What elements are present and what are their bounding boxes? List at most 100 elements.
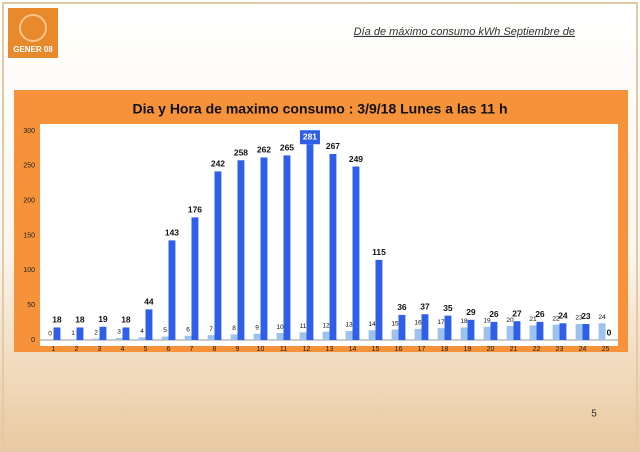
value-label: 0	[48, 331, 52, 338]
bar	[53, 327, 61, 340]
value-label: 36	[397, 302, 407, 312]
x-tick-label: 10	[257, 346, 265, 353]
x-tick-label: 14	[349, 346, 357, 353]
value-label: 20	[506, 317, 514, 324]
page-number: 5	[591, 409, 597, 420]
bar	[375, 259, 383, 340]
value-label: 2	[94, 329, 98, 336]
bar	[513, 321, 521, 340]
value-label: 35	[443, 303, 453, 313]
value-label: 26	[535, 309, 545, 319]
value-label: 115	[372, 247, 386, 257]
y-tick-label: 200	[23, 198, 35, 205]
value-label: 23	[581, 311, 591, 321]
value-label: 5	[163, 327, 167, 334]
bar	[391, 329, 399, 340]
x-tick-label: 9	[236, 346, 240, 353]
value-label: 22	[552, 315, 560, 322]
bar	[161, 336, 169, 340]
bar	[168, 240, 176, 340]
x-tick-label: 20	[487, 346, 495, 353]
x-tick-label: 21	[510, 346, 518, 353]
bar	[260, 157, 268, 340]
value-label: 265	[280, 143, 294, 153]
bar	[306, 144, 314, 340]
bar	[191, 217, 199, 340]
bar	[207, 335, 215, 340]
x-tick-label: 22	[533, 346, 541, 353]
value-label-highlight	[299, 130, 320, 145]
value-label: 24	[598, 314, 606, 321]
value-label: 19	[483, 317, 491, 324]
x-tick-label: 23	[556, 346, 564, 353]
bar	[276, 333, 284, 340]
bar	[552, 324, 560, 340]
y-tick-label: 100	[23, 267, 35, 274]
bar	[230, 334, 238, 340]
bar	[299, 332, 307, 340]
x-tick-label: 16	[395, 346, 403, 353]
bar	[345, 330, 353, 340]
value-label: 18	[460, 318, 468, 325]
bar	[322, 331, 330, 340]
bar	[421, 314, 429, 340]
value-label: 11	[300, 323, 307, 330]
x-tick-label: 3	[98, 346, 102, 353]
bar	[138, 337, 146, 340]
value-label: 19	[98, 314, 108, 324]
x-tick-label: 18	[441, 346, 449, 353]
bar	[283, 155, 291, 340]
bar	[69, 339, 77, 340]
bar	[184, 335, 192, 340]
value-label: 26	[489, 309, 499, 319]
value-label: 37	[420, 301, 430, 311]
value-label: 281	[303, 131, 317, 141]
x-tick-label: 13	[326, 346, 334, 353]
x-tick-label: 12	[303, 346, 311, 353]
value-label: 15	[391, 320, 399, 327]
x-tick-label: 19	[464, 346, 472, 353]
value-label: 44	[144, 297, 154, 307]
value-label: 249	[349, 154, 363, 164]
x-tick-label: 4	[121, 346, 125, 353]
bar	[483, 326, 491, 340]
value-label: 242	[211, 159, 225, 169]
bar	[506, 326, 514, 340]
value-label: 9	[255, 324, 259, 331]
bar	[237, 160, 245, 340]
value-label: 7	[209, 326, 213, 333]
chart-title: Dia y Hora de maximo consumo : 3/9/18 Lu…	[132, 101, 507, 117]
bar	[214, 171, 222, 340]
plot-area	[40, 124, 618, 346]
x-tick-label: 15	[372, 346, 380, 353]
value-label: 1	[71, 330, 75, 337]
y-tick-label: 300	[23, 128, 35, 135]
value-label: 24	[558, 311, 568, 321]
value-label: 18	[75, 315, 85, 325]
value-label: 21	[529, 316, 537, 323]
value-label: 10	[276, 324, 284, 331]
header: Día de máximo consumo kWh Septiembre de	[354, 26, 575, 38]
bar	[414, 328, 422, 340]
value-label: 27	[512, 308, 522, 318]
value-label: 17	[437, 319, 445, 326]
value-label: 143	[165, 228, 179, 238]
logo-box	[8, 8, 58, 58]
value-label: 13	[345, 322, 353, 329]
bar	[559, 323, 567, 340]
y-tick-label: 150	[23, 232, 35, 239]
x-tick-label: 7	[190, 346, 194, 353]
bar	[92, 338, 100, 340]
y-tick-label: 0	[31, 337, 35, 344]
value-label: 18	[121, 315, 131, 325]
value-label: 262	[257, 145, 271, 155]
logo-text: GENER 08	[13, 45, 53, 54]
bar	[582, 323, 590, 340]
bar	[122, 327, 130, 340]
value-label: 0	[607, 327, 612, 337]
bar	[444, 315, 452, 340]
bar	[575, 323, 583, 340]
value-label: 3	[117, 329, 121, 336]
value-label: 8	[232, 325, 236, 332]
